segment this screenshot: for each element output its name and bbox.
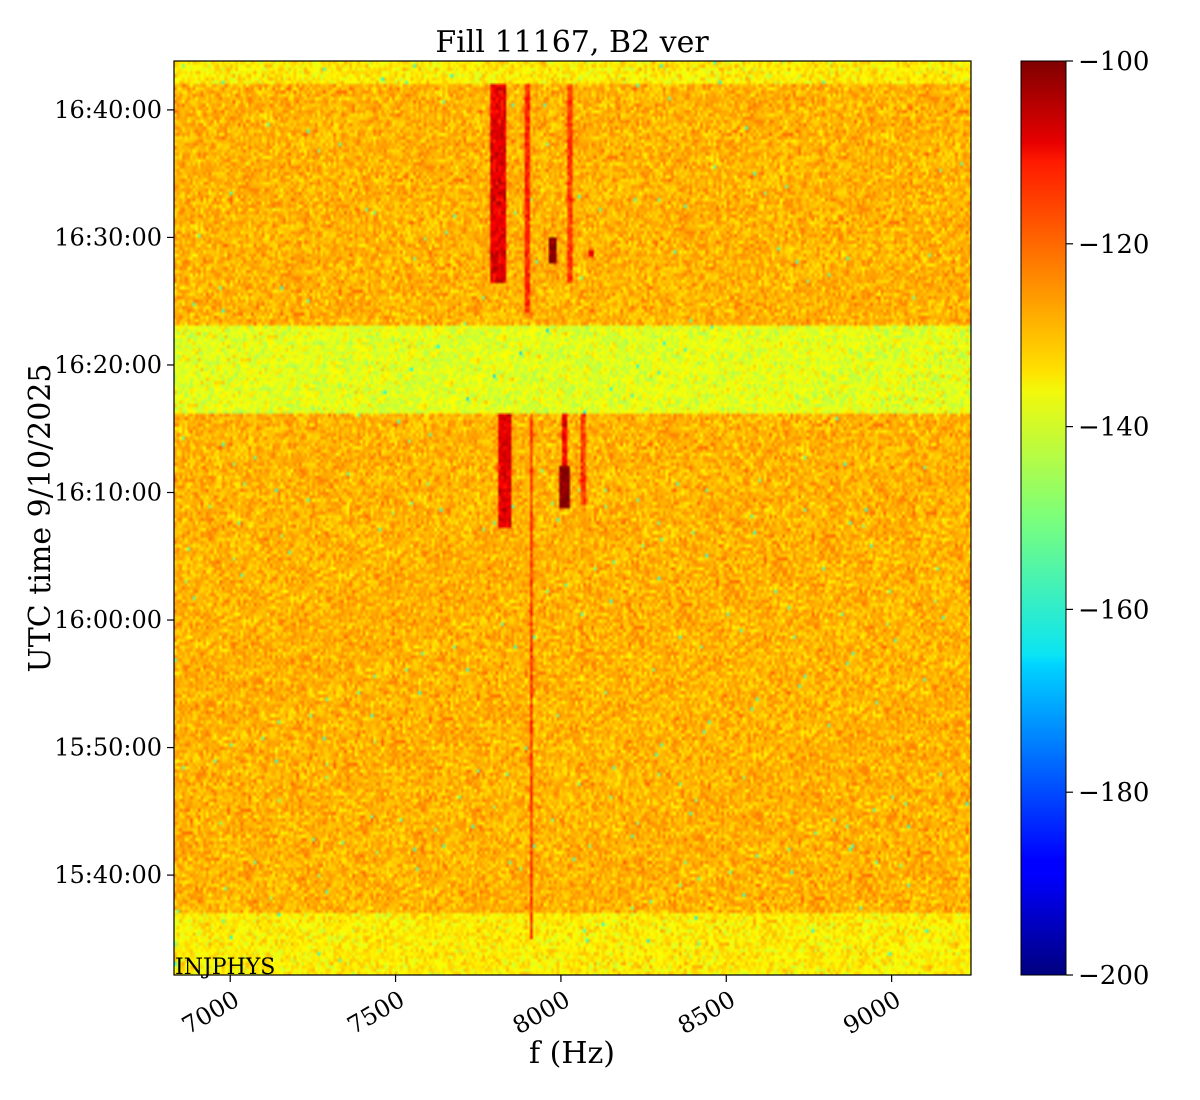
colorbar-gradient bbox=[1020, 60, 1067, 976]
chart-title: Fill 11167, B2 ver bbox=[435, 25, 709, 60]
x-axis-ticks: 7000 7500 8000 8500 9000 bbox=[177, 975, 905, 1040]
colorbar-tick-label: −120 bbox=[1078, 230, 1149, 260]
y-tick-label: 15:50:00 bbox=[54, 734, 162, 762]
colorbar-tick-label: −100 bbox=[1078, 47, 1149, 77]
y-tick-label: 16:30:00 bbox=[54, 223, 162, 251]
heatmap-image bbox=[174, 61, 971, 975]
colorbar: −100 −120 −140 −160 −180 −200 bbox=[1020, 47, 1149, 991]
x-tick-label: 7500 bbox=[342, 985, 409, 1040]
x-tick-label: 7000 bbox=[177, 985, 244, 1040]
y-tick-label: 16:20:00 bbox=[54, 351, 162, 379]
y-tick-label: 15:40:00 bbox=[54, 861, 162, 889]
colorbar-tick-label: −180 bbox=[1078, 778, 1149, 808]
x-tick-label: 9000 bbox=[839, 985, 906, 1040]
x-tick-label: 8000 bbox=[508, 985, 575, 1040]
x-tick-label: 8500 bbox=[673, 985, 740, 1040]
y-tick-label: 16:00:00 bbox=[54, 606, 162, 634]
heatmap-plot: INJPHYS bbox=[173, 60, 972, 980]
plot-frame bbox=[173, 60, 972, 976]
colorbar-ticks: −100 −120 −140 −160 −180 −200 bbox=[1066, 47, 1149, 991]
x-axis-label: f (Hz) bbox=[529, 1036, 615, 1071]
y-tick-label: 16:40:00 bbox=[54, 96, 162, 124]
colorbar-tick-label: −140 bbox=[1078, 413, 1149, 443]
y-axis-label: UTC time 9/10/2025 bbox=[23, 364, 58, 673]
y-tick-label: 16:10:00 bbox=[54, 478, 162, 506]
y-axis-ticks: 15:40:00 15:50:00 16:00:00 16:10:00 16:20:00… bbox=[54, 96, 174, 889]
annotation-label: INJPHYS bbox=[175, 955, 275, 980]
colorbar-tick-label: −160 bbox=[1078, 595, 1149, 625]
colorbar-tick-label: −200 bbox=[1078, 961, 1149, 991]
